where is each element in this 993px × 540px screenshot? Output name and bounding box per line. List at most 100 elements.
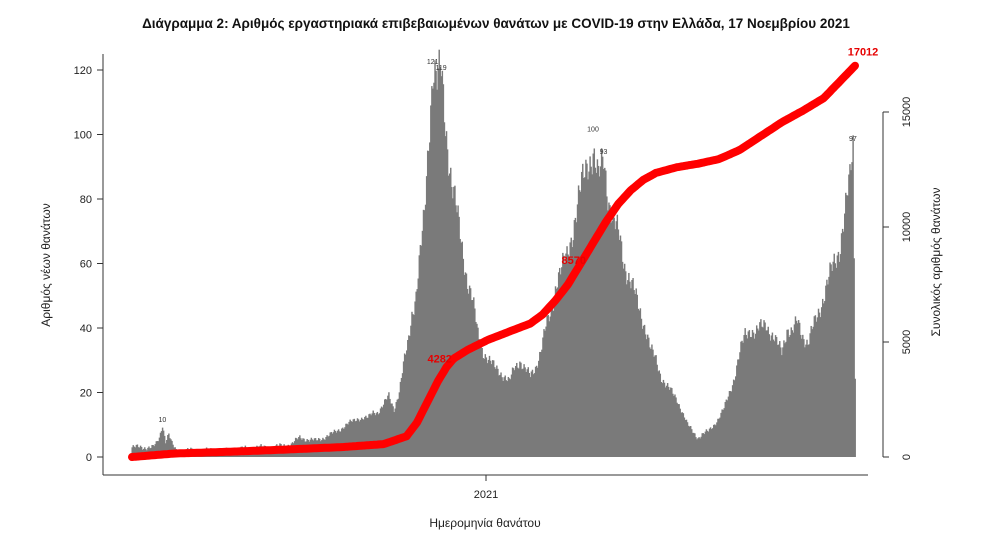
bar [616, 214, 619, 457]
bar [456, 212, 458, 457]
bar [509, 379, 512, 457]
bar [670, 387, 672, 457]
bar [795, 320, 798, 457]
bar [750, 337, 753, 457]
bar [848, 174, 850, 457]
bar [448, 173, 451, 457]
bar [463, 274, 466, 457]
bar [726, 400, 729, 457]
bar [818, 312, 821, 457]
bar [644, 334, 647, 457]
bar [458, 216, 460, 457]
bar [847, 195, 849, 458]
bar [540, 352, 542, 457]
bar [595, 172, 598, 457]
bar [475, 321, 477, 457]
bar [556, 287, 559, 457]
bar [450, 167, 452, 457]
bar [851, 162, 853, 457]
bar [399, 381, 402, 457]
bar [735, 376, 737, 457]
bar [396, 399, 399, 457]
bar [619, 235, 622, 457]
bar [455, 205, 457, 457]
bar [717, 418, 719, 457]
bar [447, 175, 450, 457]
bar [364, 416, 366, 457]
bar [632, 278, 634, 457]
bar [621, 261, 624, 457]
bar [137, 447, 140, 457]
bar [369, 413, 371, 457]
bar [676, 402, 678, 457]
bar [496, 365, 498, 457]
bar [134, 447, 137, 457]
bar [678, 404, 680, 457]
bar [640, 318, 643, 457]
bar [769, 340, 772, 457]
bar [457, 205, 459, 457]
bar [609, 205, 611, 457]
chart-title: Διάγραμμα 2: Αριθμός εργαστηριακά επιβεβ… [142, 16, 850, 31]
bar [416, 289, 418, 457]
bar [723, 408, 725, 457]
bar [504, 375, 506, 457]
bar [491, 360, 494, 457]
bar [765, 330, 767, 457]
bar [577, 185, 580, 457]
bar [708, 428, 711, 457]
bar [395, 402, 397, 457]
bar [816, 317, 819, 457]
bar [558, 267, 561, 457]
bar [511, 367, 514, 457]
bar [589, 156, 591, 457]
y-tick-label: 80 [80, 194, 92, 206]
bar [387, 395, 389, 457]
bar [835, 267, 838, 457]
bar [820, 307, 823, 457]
bar [161, 427, 164, 457]
bar [386, 399, 388, 457]
bar [469, 288, 472, 457]
bar [776, 344, 779, 457]
bar [783, 340, 785, 457]
bar [695, 437, 697, 457]
bar [593, 148, 596, 457]
bar [744, 328, 746, 457]
bar [691, 429, 693, 457]
bar [523, 364, 525, 457]
bar [844, 213, 846, 457]
bar [669, 389, 671, 457]
bar [435, 70, 437, 457]
bar [407, 339, 409, 457]
bar [549, 316, 552, 457]
bar [706, 430, 709, 457]
bar [607, 210, 609, 457]
bar [628, 272, 630, 457]
bar [661, 383, 664, 457]
bar [608, 202, 610, 457]
bar [745, 334, 747, 457]
bar [169, 438, 171, 457]
bar [574, 217, 577, 457]
bar [477, 327, 479, 457]
bar [827, 284, 829, 457]
bar [492, 360, 495, 457]
bar [713, 424, 715, 457]
bar [554, 286, 557, 457]
bar [545, 326, 547, 457]
bar [468, 285, 471, 457]
bar [359, 419, 362, 457]
bar [171, 440, 173, 457]
bar [637, 308, 640, 457]
bar [384, 399, 386, 457]
bar [391, 403, 393, 457]
bar [444, 136, 447, 457]
bar [738, 359, 740, 457]
bar [826, 279, 828, 457]
bar [784, 343, 786, 457]
bar [764, 322, 766, 457]
bar [675, 397, 677, 457]
bar [569, 242, 571, 457]
bar [846, 195, 848, 457]
